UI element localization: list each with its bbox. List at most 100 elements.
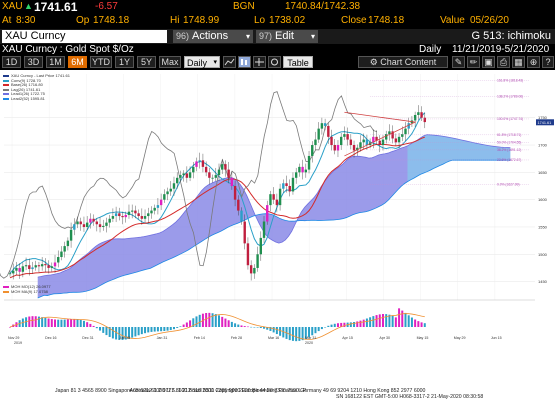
candle-body bbox=[336, 145, 340, 151]
legend-swatch bbox=[3, 285, 9, 288]
candle-body bbox=[356, 147, 359, 151]
price-tick-label: 1450 bbox=[538, 279, 548, 284]
candle-body bbox=[79, 221, 82, 225]
chart-content-button[interactable]: ⚙ Chart Content bbox=[358, 56, 448, 68]
osc-bar bbox=[327, 325, 330, 327]
edit-menu-button[interactable]: 97) Edit ▾ bbox=[256, 30, 318, 43]
osc-bar bbox=[240, 325, 243, 327]
candle-body bbox=[394, 138, 398, 143]
periodicity-label: Daily bbox=[419, 44, 442, 55]
fibonacci-levels: 161.8% (1818.43) 138.2% (1789.06) 100.0% (… bbox=[370, 79, 529, 187]
legend-swatch bbox=[3, 88, 9, 91]
osc-legend-item-mo: MOH MO(12) 26.0977 bbox=[3, 284, 51, 290]
footer-line-1: Australia 61 2 9777 8600 Brazil 5511 239… bbox=[129, 388, 426, 394]
osc-bar bbox=[394, 317, 397, 327]
interval-select[interactable]: Daily ▾ bbox=[184, 56, 220, 68]
edit-icon[interactable]: ✏ bbox=[467, 56, 480, 68]
osc-bar bbox=[198, 314, 201, 327]
osc-bar bbox=[378, 314, 381, 327]
price-tick-label: 1500 bbox=[538, 252, 548, 257]
candle-body bbox=[372, 136, 375, 143]
lagging-span-line bbox=[0, 91, 377, 279]
candle-body bbox=[266, 205, 269, 222]
osc-bar bbox=[76, 319, 79, 327]
range-button-3d[interactable]: 3D bbox=[24, 56, 43, 68]
footer-lower: Japan 81 3 4565 8900 Singapore 65 6212 1… bbox=[0, 388, 555, 400]
date-range-label: 11/21/2019-5/21/2020 bbox=[452, 44, 550, 55]
range-button-1d[interactable]: 1D bbox=[2, 56, 21, 68]
range-button-5y[interactable]: 5Y bbox=[137, 56, 156, 68]
candle-body bbox=[156, 205, 160, 208]
osc-bar bbox=[295, 327, 298, 342]
osc-bar bbox=[221, 316, 224, 327]
candle-body bbox=[288, 186, 291, 192]
print-icon[interactable]: ⎙ bbox=[497, 56, 510, 68]
crosshair-icon[interactable] bbox=[253, 56, 266, 68]
candle-body bbox=[134, 210, 137, 214]
candle-body bbox=[153, 207, 156, 211]
quote-row-secondary: At 8:30 Op 1748.18 Hi 1748.99 Lo 1738.02… bbox=[0, 14, 555, 28]
candle-body bbox=[417, 112, 420, 115]
osc-bar bbox=[336, 323, 339, 327]
candle-body bbox=[137, 213, 140, 217]
fib-level-label: 38.2% (1691.12) bbox=[497, 148, 521, 152]
lead1-line bbox=[37, 134, 511, 278]
candle-body bbox=[352, 145, 356, 151]
osc-bar bbox=[234, 323, 237, 327]
range-button-1m[interactable]: 1M bbox=[46, 56, 65, 68]
fib-level-label: 0.0% (1627.99) bbox=[497, 183, 520, 187]
close-value: 1748.18 bbox=[368, 15, 405, 26]
osc-bar bbox=[205, 312, 208, 327]
help-icon[interactable]: ? bbox=[542, 56, 554, 68]
osc-bar bbox=[375, 315, 378, 327]
security-input[interactable]: XAU Curncy bbox=[2, 30, 167, 43]
osc-bar bbox=[54, 319, 57, 327]
candle-body bbox=[15, 267, 18, 271]
candle-body bbox=[230, 177, 234, 186]
osc-bar bbox=[369, 317, 372, 327]
candle-body bbox=[359, 142, 362, 148]
range-button-max[interactable]: Max bbox=[159, 56, 181, 68]
table-button[interactable]: Table bbox=[283, 56, 313, 68]
magic-wand-icon[interactable]: ✎ bbox=[452, 56, 465, 68]
osc-ma-line bbox=[9, 313, 425, 340]
save-icon[interactable]: ▣ bbox=[482, 56, 495, 68]
actions-menu-button[interactable]: 96) Actions ▾ bbox=[173, 30, 253, 43]
candle-body bbox=[192, 166, 195, 173]
osc-bar bbox=[192, 318, 195, 327]
candle-body bbox=[18, 267, 21, 272]
candle-body bbox=[204, 166, 208, 173]
candle-body bbox=[98, 224, 102, 227]
osc-bar bbox=[169, 327, 172, 331]
bid-ask: 1740.84/1742.38 bbox=[285, 1, 361, 12]
osc-bar bbox=[115, 327, 118, 340]
footer-line-3: SN 168122 EST GMT-5:00 H068-3317-2 21-Ma… bbox=[336, 394, 484, 400]
candle-chart-icon[interactable] bbox=[238, 56, 251, 68]
triangle-pattern bbox=[344, 111, 417, 157]
candle-body bbox=[343, 134, 346, 137]
line-chart-icon[interactable] bbox=[223, 56, 236, 68]
osc-bar bbox=[266, 327, 269, 330]
zoom-icon[interactable]: ⊕ bbox=[527, 56, 540, 68]
ichimoku-chart[interactable]: 161.8% (1818.43) 138.2% (1789.06) 100.0% (… bbox=[0, 70, 555, 388]
candle-body bbox=[89, 218, 92, 223]
settings-icon[interactable] bbox=[268, 56, 281, 68]
osc-bar bbox=[57, 319, 60, 327]
osc-bar bbox=[256, 327, 259, 328]
osc-bar bbox=[385, 314, 388, 327]
range-button-6m[interactable]: 6M bbox=[68, 56, 87, 68]
osc-bar bbox=[47, 318, 50, 327]
candle-body bbox=[214, 175, 217, 178]
candle-body bbox=[195, 161, 198, 167]
year-label: 2020 bbox=[305, 341, 313, 345]
osc-bar bbox=[102, 327, 105, 333]
range-button-1y[interactable]: 1Y bbox=[115, 56, 134, 68]
quote-source: BGN bbox=[233, 1, 255, 12]
candle-body bbox=[185, 173, 189, 178]
osc-bar bbox=[82, 320, 85, 327]
candle-body bbox=[323, 123, 327, 126]
grid-icon[interactable]: ▦ bbox=[512, 56, 525, 68]
range-button-ytd[interactable]: YTD bbox=[90, 56, 112, 68]
candle-body bbox=[256, 254, 259, 268]
candle-body bbox=[375, 136, 378, 141]
